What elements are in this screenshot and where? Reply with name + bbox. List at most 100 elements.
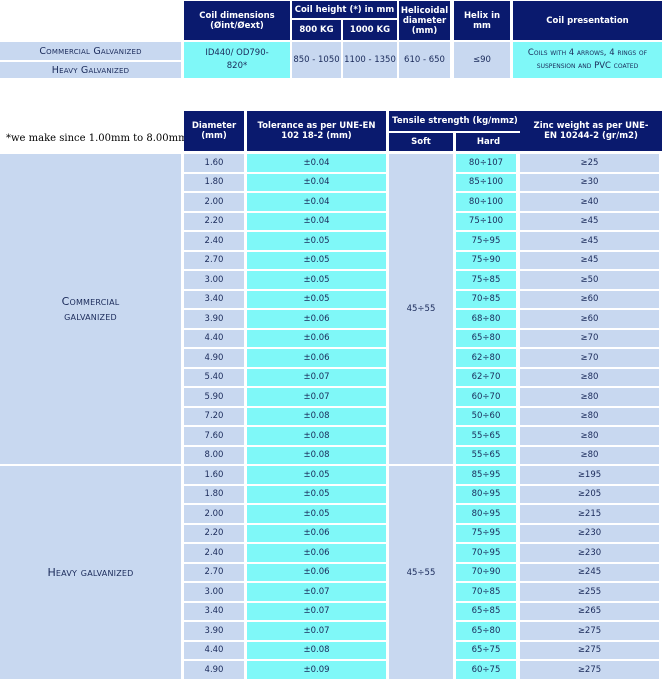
hard-cell: 75÷85 (456, 271, 516, 289)
size-range-note: *we make since 1.00mm to 8.00mm (6, 132, 188, 144)
table-row: 2.00 ±0.05 80÷95 ≥215 (184, 505, 662, 523)
tolerance-cell: ±0.06 (247, 349, 386, 367)
table-row: 2.00 ±0.04 80÷100 ≥40 (184, 193, 662, 211)
hard-cell: 50÷60 (456, 407, 516, 426)
diameter-cell: 2.20 (184, 212, 244, 231)
diameter-cell: 1.80 (184, 485, 244, 504)
group-label-commercial: Commercial galvanized (0, 154, 181, 464)
table-row: 4.40 ±0.08 65÷75 ≥275 (184, 641, 662, 660)
diameter-cell: 4.90 (184, 661, 244, 679)
hard-cell: 65÷85 (456, 602, 516, 621)
table-row: 3.90 ±0.07 65÷80 ≥275 (184, 622, 662, 640)
tolerance-cell: ±0.06 (247, 563, 386, 582)
zinc-weight-cell: ≥30 (520, 173, 659, 192)
coil-800kg-header: 800 KG (292, 20, 341, 40)
hard-cell: 60÷75 (456, 661, 516, 679)
zinc-weight-cell: ≥50 (520, 271, 659, 289)
hard-cell: 62÷80 (456, 349, 516, 367)
table-row: 3.40 ±0.07 65÷85 ≥265 (184, 602, 662, 621)
row-label-commercial: Commercial Galvanized (0, 42, 181, 60)
diameter-cell: 7.60 (184, 427, 244, 445)
hard-cell: 85÷100 (456, 173, 516, 192)
hard-cell: 85÷95 (456, 466, 516, 484)
zinc-weight-cell: ≥70 (520, 329, 659, 348)
tolerance-cell: ±0.07 (247, 583, 386, 601)
tolerance-cell: ±0.04 (247, 212, 386, 231)
diameter-cell: 1.60 (184, 154, 244, 172)
table-row: 3.40 ±0.05 70÷85 ≥60 (184, 290, 662, 309)
hard-cell: 70÷90 (456, 563, 516, 582)
coil-height-header: Coil height (*) in mm (292, 1, 397, 18)
tensile-strength-header: Tensile strength (kg/mmz) (389, 111, 521, 131)
hard-cell: 70÷85 (456, 290, 516, 309)
diameter-cell: 4.40 (184, 641, 244, 660)
diameter-cell: 1.80 (184, 173, 244, 192)
diameter-cell: 3.90 (184, 622, 244, 640)
table-row: 2.40 ±0.05 75÷95 ≥45 (184, 232, 662, 250)
hard-cell: 65÷80 (456, 622, 516, 640)
coil-dimensions-value: ID440/ OD790-820* (184, 42, 290, 78)
zinc-weight-cell: ≥215 (520, 505, 659, 523)
commercial-rows: 1.60 ±0.04 80÷107 ≥25 1.80 ±0.04 85÷100 ≥30 2.00… (184, 154, 662, 465)
table-row: 5.90 ±0.07 60÷70 ≥80 (184, 388, 662, 406)
diameter-cell: 2.40 (184, 544, 244, 562)
diameter-cell: 2.70 (184, 251, 244, 270)
zinc-weight-cell: ≥275 (520, 661, 659, 679)
tolerance-cell: ±0.05 (247, 271, 386, 289)
zinc-weight-cell: ≥80 (520, 388, 659, 406)
tolerance-cell: ±0.07 (247, 602, 386, 621)
soft-value-commercial: 45÷55 (389, 154, 453, 464)
table-row: 2.70 ±0.05 75÷90 ≥45 (184, 251, 662, 270)
zinc-weight-cell: ≥60 (520, 310, 659, 328)
tolerance-cell: ±0.04 (247, 173, 386, 192)
diameter-cell: 4.40 (184, 329, 244, 348)
table-row: 4.90 ±0.09 60÷75 ≥275 (184, 661, 662, 679)
tolerance-cell: ±0.05 (247, 290, 386, 309)
hard-cell: 80÷95 (456, 485, 516, 504)
hard-cell: 75÷95 (456, 232, 516, 250)
diameter-cell: 2.20 (184, 524, 244, 543)
zinc-weight-cell: ≥80 (520, 368, 659, 387)
zinc-weight-cell: ≥45 (520, 251, 659, 270)
hard-cell: 65÷80 (456, 329, 516, 348)
diameter-cell: 8.00 (184, 446, 244, 465)
zinc-weight-cell: ≥265 (520, 602, 659, 621)
table-row: 7.60 ±0.08 55÷65 ≥80 (184, 427, 662, 445)
tolerance-cell: ±0.08 (247, 407, 386, 426)
table-row: 1.80 ±0.04 85÷100 ≥30 (184, 173, 662, 192)
tolerance-cell: ±0.05 (247, 466, 386, 484)
table-row: 8.00 ±0.08 55÷65 ≥80 (184, 446, 662, 465)
zinc-weight-cell: ≥80 (520, 427, 659, 445)
diameter-cell: 2.00 (184, 193, 244, 211)
hard-cell: 75÷90 (456, 251, 516, 270)
hard-cell: 55÷65 (456, 446, 516, 465)
table-row: 4.90 ±0.06 62÷80 ≥70 (184, 349, 662, 367)
zinc-weight-cell: ≥25 (520, 154, 659, 172)
tolerance-cell: ±0.04 (247, 193, 386, 211)
tolerance-cell: ±0.05 (247, 505, 386, 523)
soft-header: Soft (389, 133, 453, 151)
zinc-weight-cell: ≥70 (520, 349, 659, 367)
tolerance-cell: ±0.05 (247, 232, 386, 250)
hard-cell: 60÷70 (456, 388, 516, 406)
hard-header: Hard (456, 133, 521, 151)
tolerance-cell: ±0.05 (247, 485, 386, 504)
zinc-weight-cell: ≥255 (520, 583, 659, 601)
table-row: 2.20 ±0.06 75÷95 ≥230 (184, 524, 662, 543)
coil-1000kg-value: 1100 - 1350 (343, 42, 397, 78)
hard-cell: 70÷95 (456, 544, 516, 562)
table-row: 7.20 ±0.08 50÷60 ≥80 (184, 407, 662, 426)
tolerance-header: Tolerance as per UNE-EN 102 18-2 (mm) (247, 111, 386, 151)
diameter-cell: 3.00 (184, 583, 244, 601)
zinc-weight-cell: ≥205 (520, 485, 659, 504)
heavy-rows: 1.60 ±0.05 85÷95 ≥195 1.80 ±0.05 80÷95 ≥205 2.00… (184, 466, 662, 679)
diameter-header: Diameter (mm) (184, 111, 244, 151)
coil-presentation-value: Coils with 4 arrows, 4 rings of suspensi… (513, 42, 662, 78)
tolerance-cell: ±0.06 (247, 329, 386, 348)
table-row: 5.40 ±0.07 62÷70 ≥80 (184, 368, 662, 387)
hard-cell: 62÷70 (456, 368, 516, 387)
diameter-cell: 7.20 (184, 407, 244, 426)
coil-presentation-header: Coil presentation (513, 1, 662, 40)
tolerance-cell: ±0.05 (247, 251, 386, 270)
helicoidal-diameter-header: Helicoidal diameter (mm) (399, 1, 450, 40)
